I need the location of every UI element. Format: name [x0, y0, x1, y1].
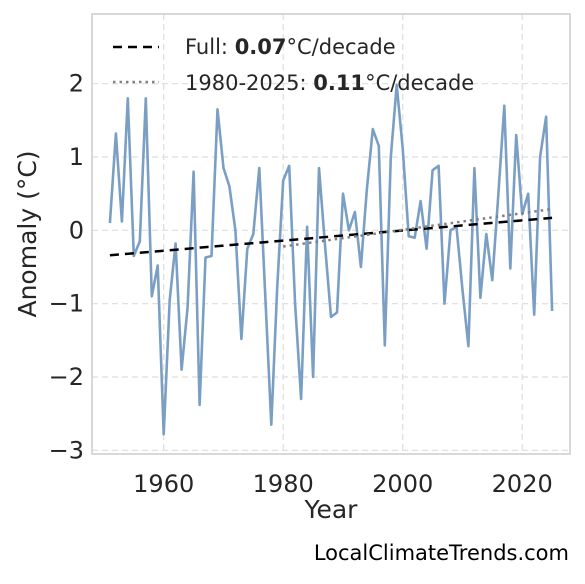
- legend-recent-unit: °C/decade: [365, 71, 474, 95]
- y-tick-labels: −3 −2 −1 0 1 2: [49, 70, 84, 465]
- y-axis-label: Anomaly (°C): [13, 150, 42, 317]
- y-tick-label: 2: [69, 70, 84, 98]
- legend-recent-colon: :: [299, 71, 313, 95]
- y-tick-label: 0: [69, 216, 84, 244]
- y-tick-label: −3: [49, 436, 84, 464]
- anomaly-series-line: [108, 83, 554, 436]
- legend-recent-text: 1980-2025: 0.11°C/decade: [185, 71, 474, 95]
- y-tick-label: −2: [49, 363, 84, 391]
- legend-recent-name: 1980-2025: [185, 71, 299, 95]
- plot-frame: [91, 13, 571, 455]
- x-axis-label: Year: [304, 495, 359, 524]
- data-layer: [108, 83, 554, 436]
- legend-full-rate: 0.07: [235, 35, 287, 59]
- y-tick-label: 1: [69, 143, 84, 171]
- x-tick-label: 2020: [492, 470, 553, 498]
- x-tick-label: 2000: [372, 470, 433, 498]
- legend: Full: 0.07°C/decade 1980-2025: 0.11°C/de…: [113, 35, 474, 95]
- x-tick-label: 1980: [253, 470, 314, 498]
- legend-full-colon: :: [221, 35, 235, 59]
- x-tick-labels: 1960 1980 2000 2020: [133, 470, 553, 498]
- y-tick-label: −1: [49, 290, 84, 318]
- gridlines: [92, 14, 570, 454]
- legend-recent-rate: 0.11: [313, 71, 365, 95]
- legend-full-unit: °C/decade: [287, 35, 396, 59]
- x-tick-label: 1960: [133, 470, 194, 498]
- watermark: LocalClimateTrends.com: [314, 541, 569, 565]
- plot-background: [92, 14, 570, 454]
- legend-full-text: Full: 0.07°C/decade: [185, 35, 396, 59]
- legend-full-name: Full: [185, 35, 221, 59]
